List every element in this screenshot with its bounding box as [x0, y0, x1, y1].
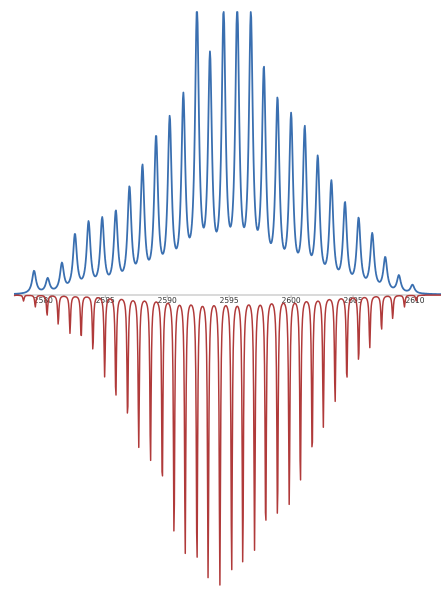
x-tick-label: 2605	[344, 296, 363, 305]
x-tick-label: 2580	[34, 296, 53, 305]
x-tick-label: 2585	[96, 296, 115, 305]
x-axis: 258025852590259526002605261026	[14, 294, 441, 305]
x-tick-label: 2600	[282, 296, 301, 305]
experimental-spectrum-line	[13, 11, 441, 296]
plot-area	[13, 11, 441, 586]
x-tick-label: 2610	[405, 296, 424, 305]
simulated-spectrum-line	[13, 294, 441, 586]
x-tick-label: 2590	[158, 296, 177, 305]
x-tick-label: 2595	[220, 296, 239, 305]
